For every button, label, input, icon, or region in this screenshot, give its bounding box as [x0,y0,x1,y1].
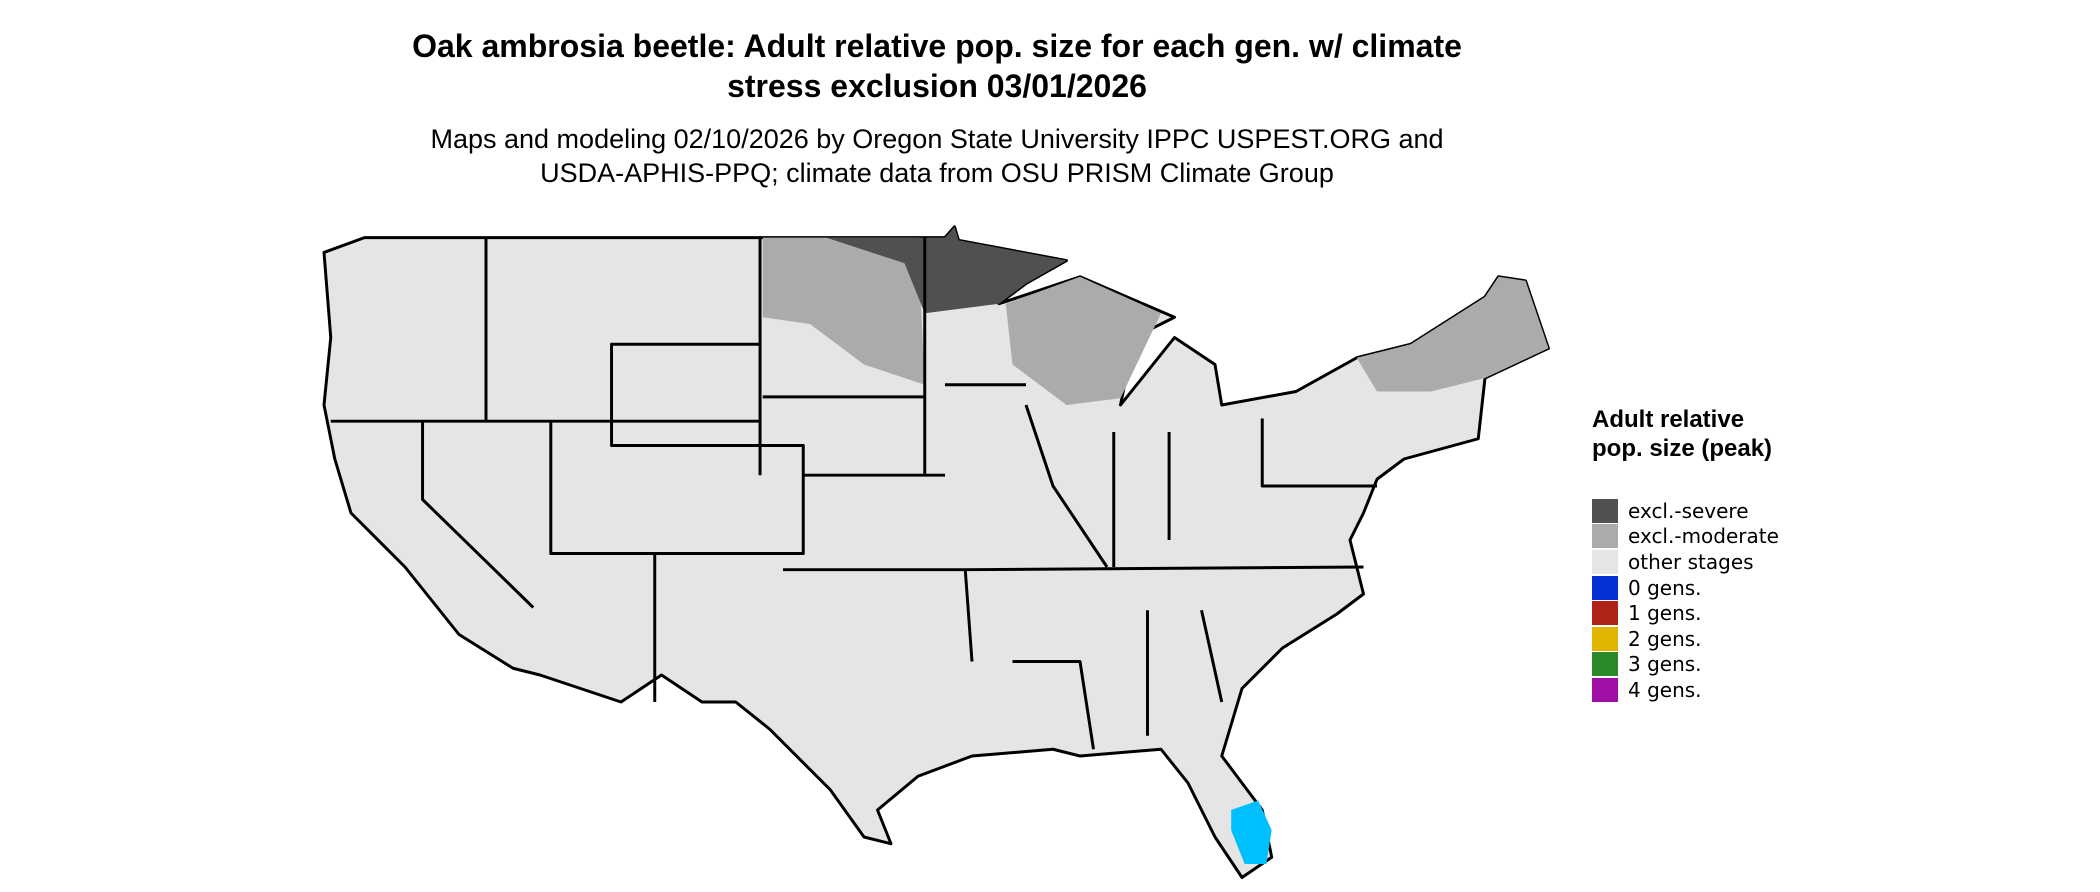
legend-item: 3 gens. [1592,652,1779,678]
legend-swatch [1592,626,1618,651]
legend-swatch [1592,524,1618,549]
legend-item: other stages [1592,549,1779,575]
map-title: Oak ambrosia beetle: Adult relative pop.… [412,28,1462,104]
map-subtitle: Maps and modeling 02/10/2026 by Oregon S… [430,124,1444,188]
moderate-region [1005,276,1161,405]
legend-title: Adult relative pop. size (peak) [1592,406,1773,462]
legend-item: 4 gens. [1592,677,1779,703]
moderate-region [1356,276,1549,392]
legend-item: 2 gens. [1592,626,1779,652]
legend-swatch [1592,498,1618,523]
legend-item: 1 gens. [1592,600,1779,626]
legend-item: excl.-severe [1592,498,1779,524]
legend-item: 0 gens. [1592,575,1779,601]
moderate-region [762,237,925,385]
legend-swatch [1592,575,1618,600]
legend: excl.-severe excl.-moderate other stages 0 … [1592,498,1779,703]
legend-label: excl.-moderate [1628,524,1779,549]
legend-label: 4 gens. [1628,677,1702,702]
state-lines [330,237,1378,750]
legend-swatch [1592,677,1618,702]
legend-label: other stages [1628,549,1754,574]
legend-label: 3 gens. [1628,652,1702,677]
legend-swatch [1592,652,1618,677]
legend-label: excl.-severe [1628,498,1749,523]
legend-label: 1 gens. [1628,601,1702,626]
us-outline [322,225,1550,879]
legend-label: 0 gens. [1628,575,1702,600]
legend-swatch [1592,549,1618,574]
zero-gens-region [1231,800,1272,864]
severe-region [826,226,1067,314]
legend-swatch [1592,601,1618,626]
legend-label: 2 gens. [1628,626,1702,651]
legend-item: excl.-moderate [1592,524,1779,550]
